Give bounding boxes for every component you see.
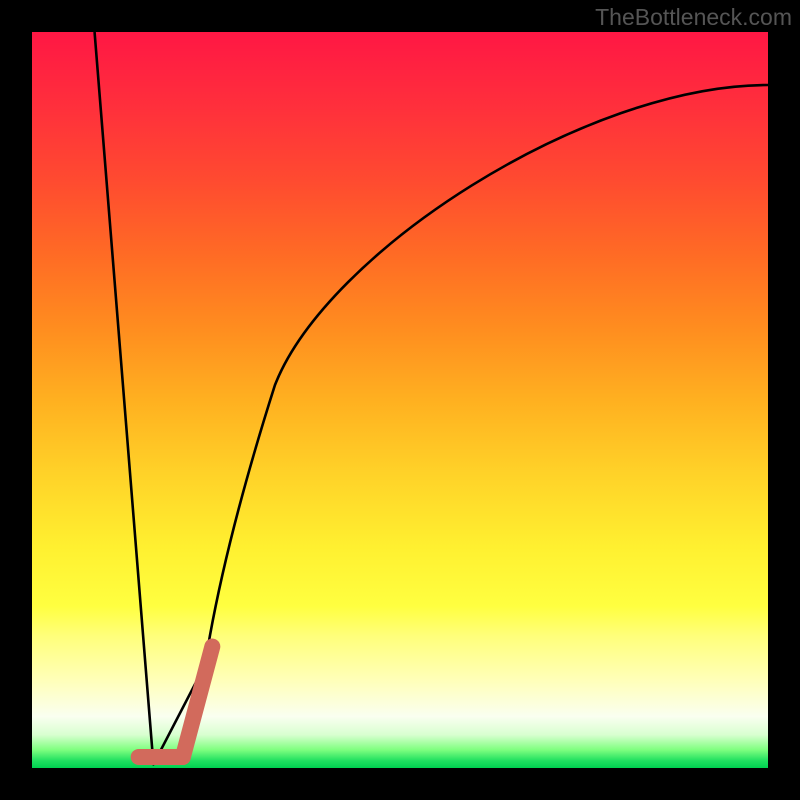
watermark-text: TheBottleneck.com <box>595 4 792 31</box>
bottleneck-chart <box>0 0 800 800</box>
chart-container: TheBottleneck.com <box>0 0 800 800</box>
plot-background-gradient <box>32 32 768 768</box>
